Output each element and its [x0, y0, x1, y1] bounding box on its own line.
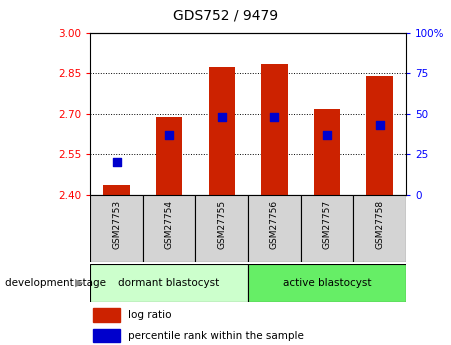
- Bar: [93, 328, 120, 342]
- Point: [271, 114, 278, 120]
- Bar: [143, 195, 195, 262]
- Bar: [156, 117, 182, 195]
- Text: dormant blastocyst: dormant blastocyst: [119, 278, 220, 288]
- Bar: [103, 186, 130, 195]
- Bar: [90, 264, 248, 302]
- Point: [113, 160, 120, 165]
- Text: active blastocyst: active blastocyst: [283, 278, 371, 288]
- Bar: [90, 195, 143, 262]
- Text: GSM27757: GSM27757: [322, 200, 331, 249]
- Bar: [301, 195, 353, 262]
- Bar: [314, 109, 340, 195]
- Text: GDS752 / 9479: GDS752 / 9479: [173, 9, 278, 23]
- Text: GSM27755: GSM27755: [217, 200, 226, 249]
- Point: [376, 122, 383, 128]
- Bar: [195, 195, 248, 262]
- Bar: [208, 67, 235, 195]
- Point: [323, 132, 331, 138]
- Text: GSM27754: GSM27754: [165, 200, 174, 249]
- Point: [218, 114, 226, 120]
- Text: GSM27753: GSM27753: [112, 200, 121, 249]
- Bar: [248, 195, 301, 262]
- Text: percentile rank within the sample: percentile rank within the sample: [128, 331, 304, 341]
- Text: ▶: ▶: [75, 278, 83, 288]
- Text: GSM27758: GSM27758: [375, 200, 384, 249]
- Text: GSM27756: GSM27756: [270, 200, 279, 249]
- Bar: [353, 195, 406, 262]
- Bar: [248, 264, 406, 302]
- Point: [166, 132, 173, 138]
- Bar: [366, 76, 393, 195]
- Bar: [261, 64, 288, 195]
- Text: development stage: development stage: [5, 278, 106, 288]
- Text: log ratio: log ratio: [128, 310, 171, 320]
- Bar: [93, 308, 120, 322]
